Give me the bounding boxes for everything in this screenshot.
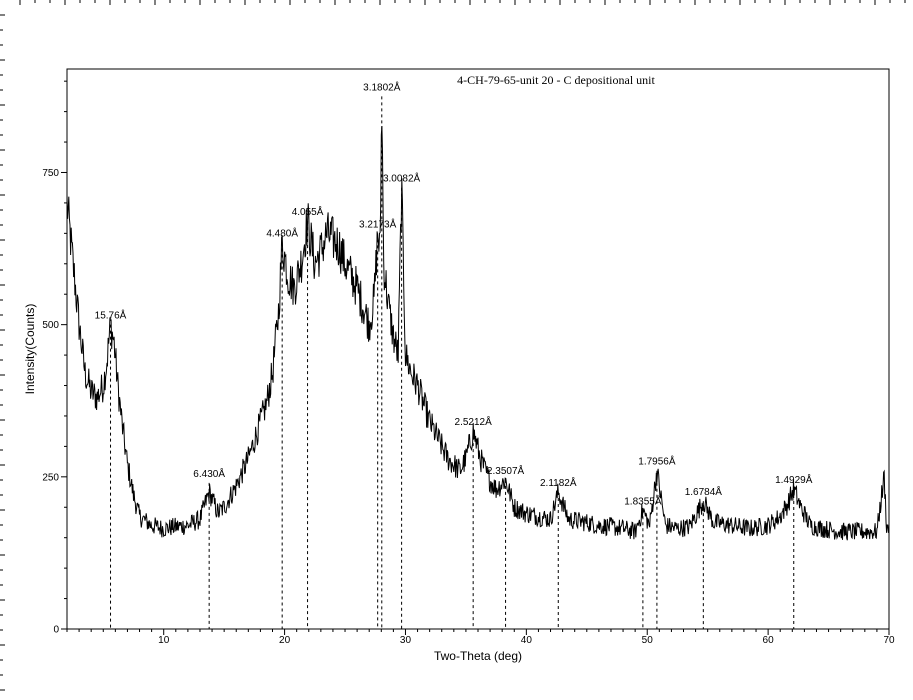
x-tick-label: 10 bbox=[158, 635, 170, 646]
x-tick-label: 50 bbox=[642, 635, 654, 646]
x-axis: 10 20 30 40 50 60 70 bbox=[66, 629, 895, 646]
peak-label: 1.4929Å bbox=[775, 473, 813, 486]
peak-label: 4.480Å bbox=[266, 226, 298, 239]
y-axis-title: Intensity(Counts) bbox=[23, 304, 37, 395]
peak-label: 3.0082Å bbox=[383, 172, 421, 185]
x-tick-label: 30 bbox=[400, 635, 412, 646]
peak-label: 1.7956Å bbox=[638, 455, 676, 468]
peak-label: 15.76Å bbox=[95, 309, 127, 322]
x-tick-label: 40 bbox=[521, 635, 533, 646]
y-axis: 0 250 500 750 bbox=[42, 80, 67, 636]
peak-label: 3.1802Å bbox=[363, 80, 401, 93]
frame-ruler bbox=[0, 0, 906, 691]
peak-label: 2.3507Å bbox=[487, 464, 525, 477]
peak-label: 2.1182Å bbox=[540, 476, 577, 489]
y-tick-label: 750 bbox=[42, 168, 59, 179]
peak-label: 4.055Å bbox=[292, 205, 324, 218]
x-tick-label: 60 bbox=[763, 635, 775, 646]
peak-label: 2.5212Å bbox=[455, 415, 493, 428]
peak-label: 3.2173Å bbox=[359, 217, 397, 230]
chart-title: 4-CH-79-65-unit 20 - C depositional unit bbox=[457, 73, 655, 87]
peak-label: 1.6784Å bbox=[685, 485, 723, 498]
x-axis-title: Two-Theta (deg) bbox=[434, 649, 522, 663]
peak-label: 6.430Å bbox=[193, 467, 225, 480]
y-tick-label: 0 bbox=[53, 625, 59, 636]
peak-labels: 15.76Å 6.430Å 4.480Å 4.055Å 3.2173Å 3.1802Å 3.… bbox=[95, 80, 813, 507]
peak-label: 1.8355Å bbox=[624, 494, 662, 507]
x-tick-label: 70 bbox=[883, 635, 895, 646]
x-tick-label: 20 bbox=[279, 635, 291, 646]
peak-marker-lines bbox=[110, 96, 795, 629]
diffraction-series-line bbox=[66, 125, 890, 541]
y-tick-label: 500 bbox=[42, 320, 59, 331]
y-tick-label: 250 bbox=[42, 472, 59, 483]
